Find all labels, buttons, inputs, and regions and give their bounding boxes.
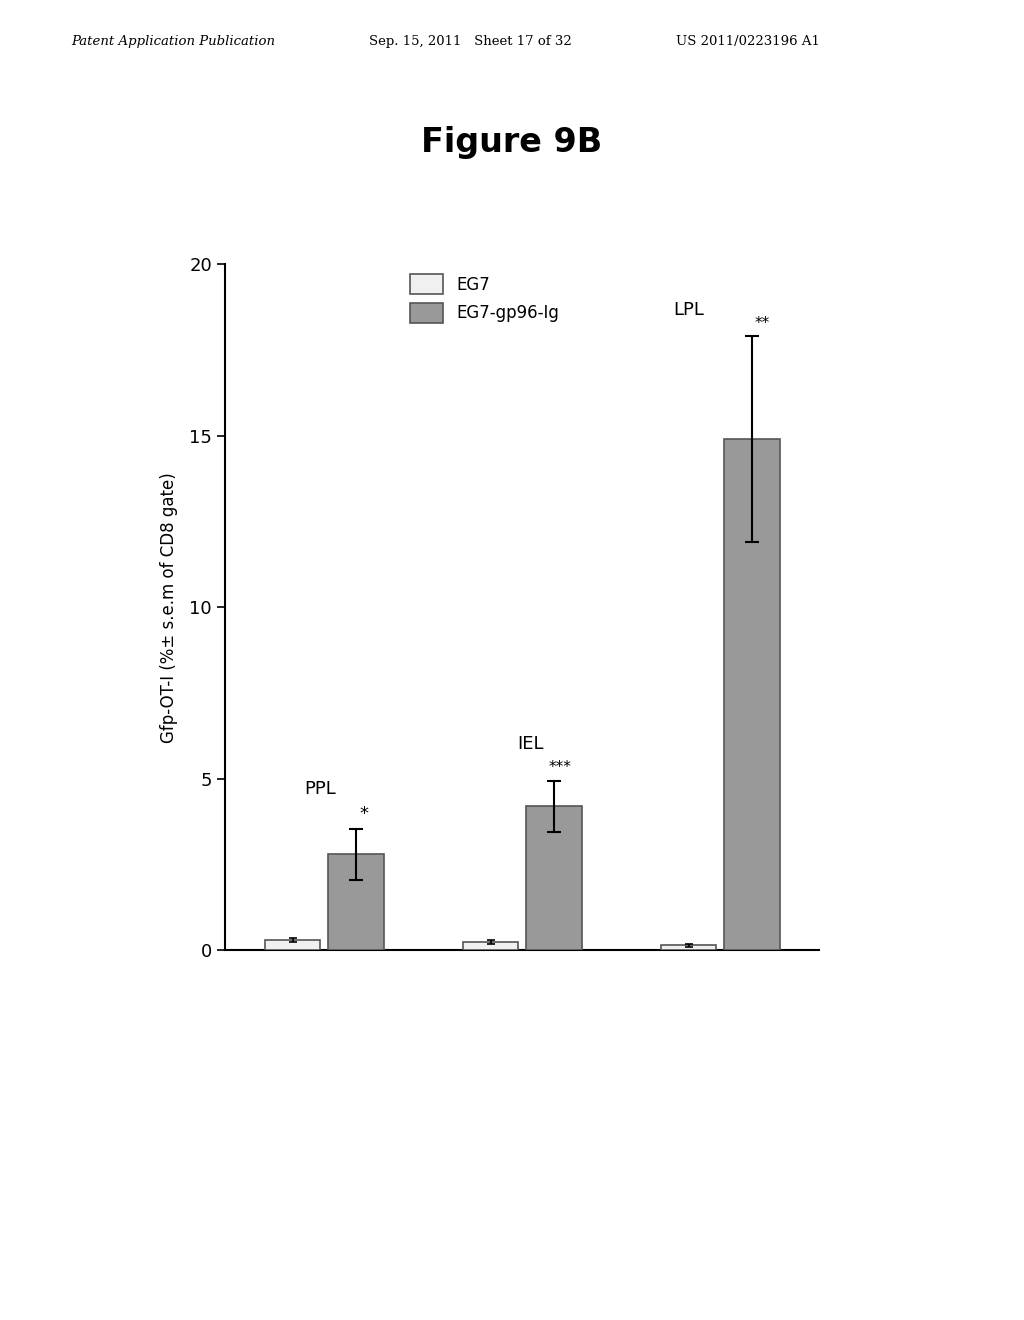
Text: ***: ***	[549, 760, 571, 775]
Text: Sep. 15, 2011   Sheet 17 of 32: Sep. 15, 2011 Sheet 17 of 32	[369, 34, 571, 48]
Bar	[660, 945, 716, 950]
Bar	[265, 940, 321, 950]
Text: PPL: PPL	[304, 780, 336, 797]
Y-axis label: Gfp-OT-I (%± s.e.m of CD8 gate): Gfp-OT-I (%± s.e.m of CD8 gate)	[160, 471, 178, 743]
Text: **: **	[754, 315, 769, 331]
Text: *: *	[359, 805, 369, 824]
Text: Patent Application Publication: Patent Application Publication	[72, 34, 275, 48]
Text: IEL: IEL	[517, 735, 544, 752]
Legend: EG7, EG7-gp96-Ig: EG7, EG7-gp96-Ig	[403, 268, 566, 330]
Bar	[724, 440, 779, 950]
Bar	[329, 854, 384, 950]
Text: Figure 9B: Figure 9B	[421, 125, 603, 158]
Text: LPL: LPL	[673, 301, 703, 319]
Bar	[463, 942, 518, 950]
Bar	[526, 807, 582, 950]
Text: US 2011/0223196 A1: US 2011/0223196 A1	[676, 34, 820, 48]
